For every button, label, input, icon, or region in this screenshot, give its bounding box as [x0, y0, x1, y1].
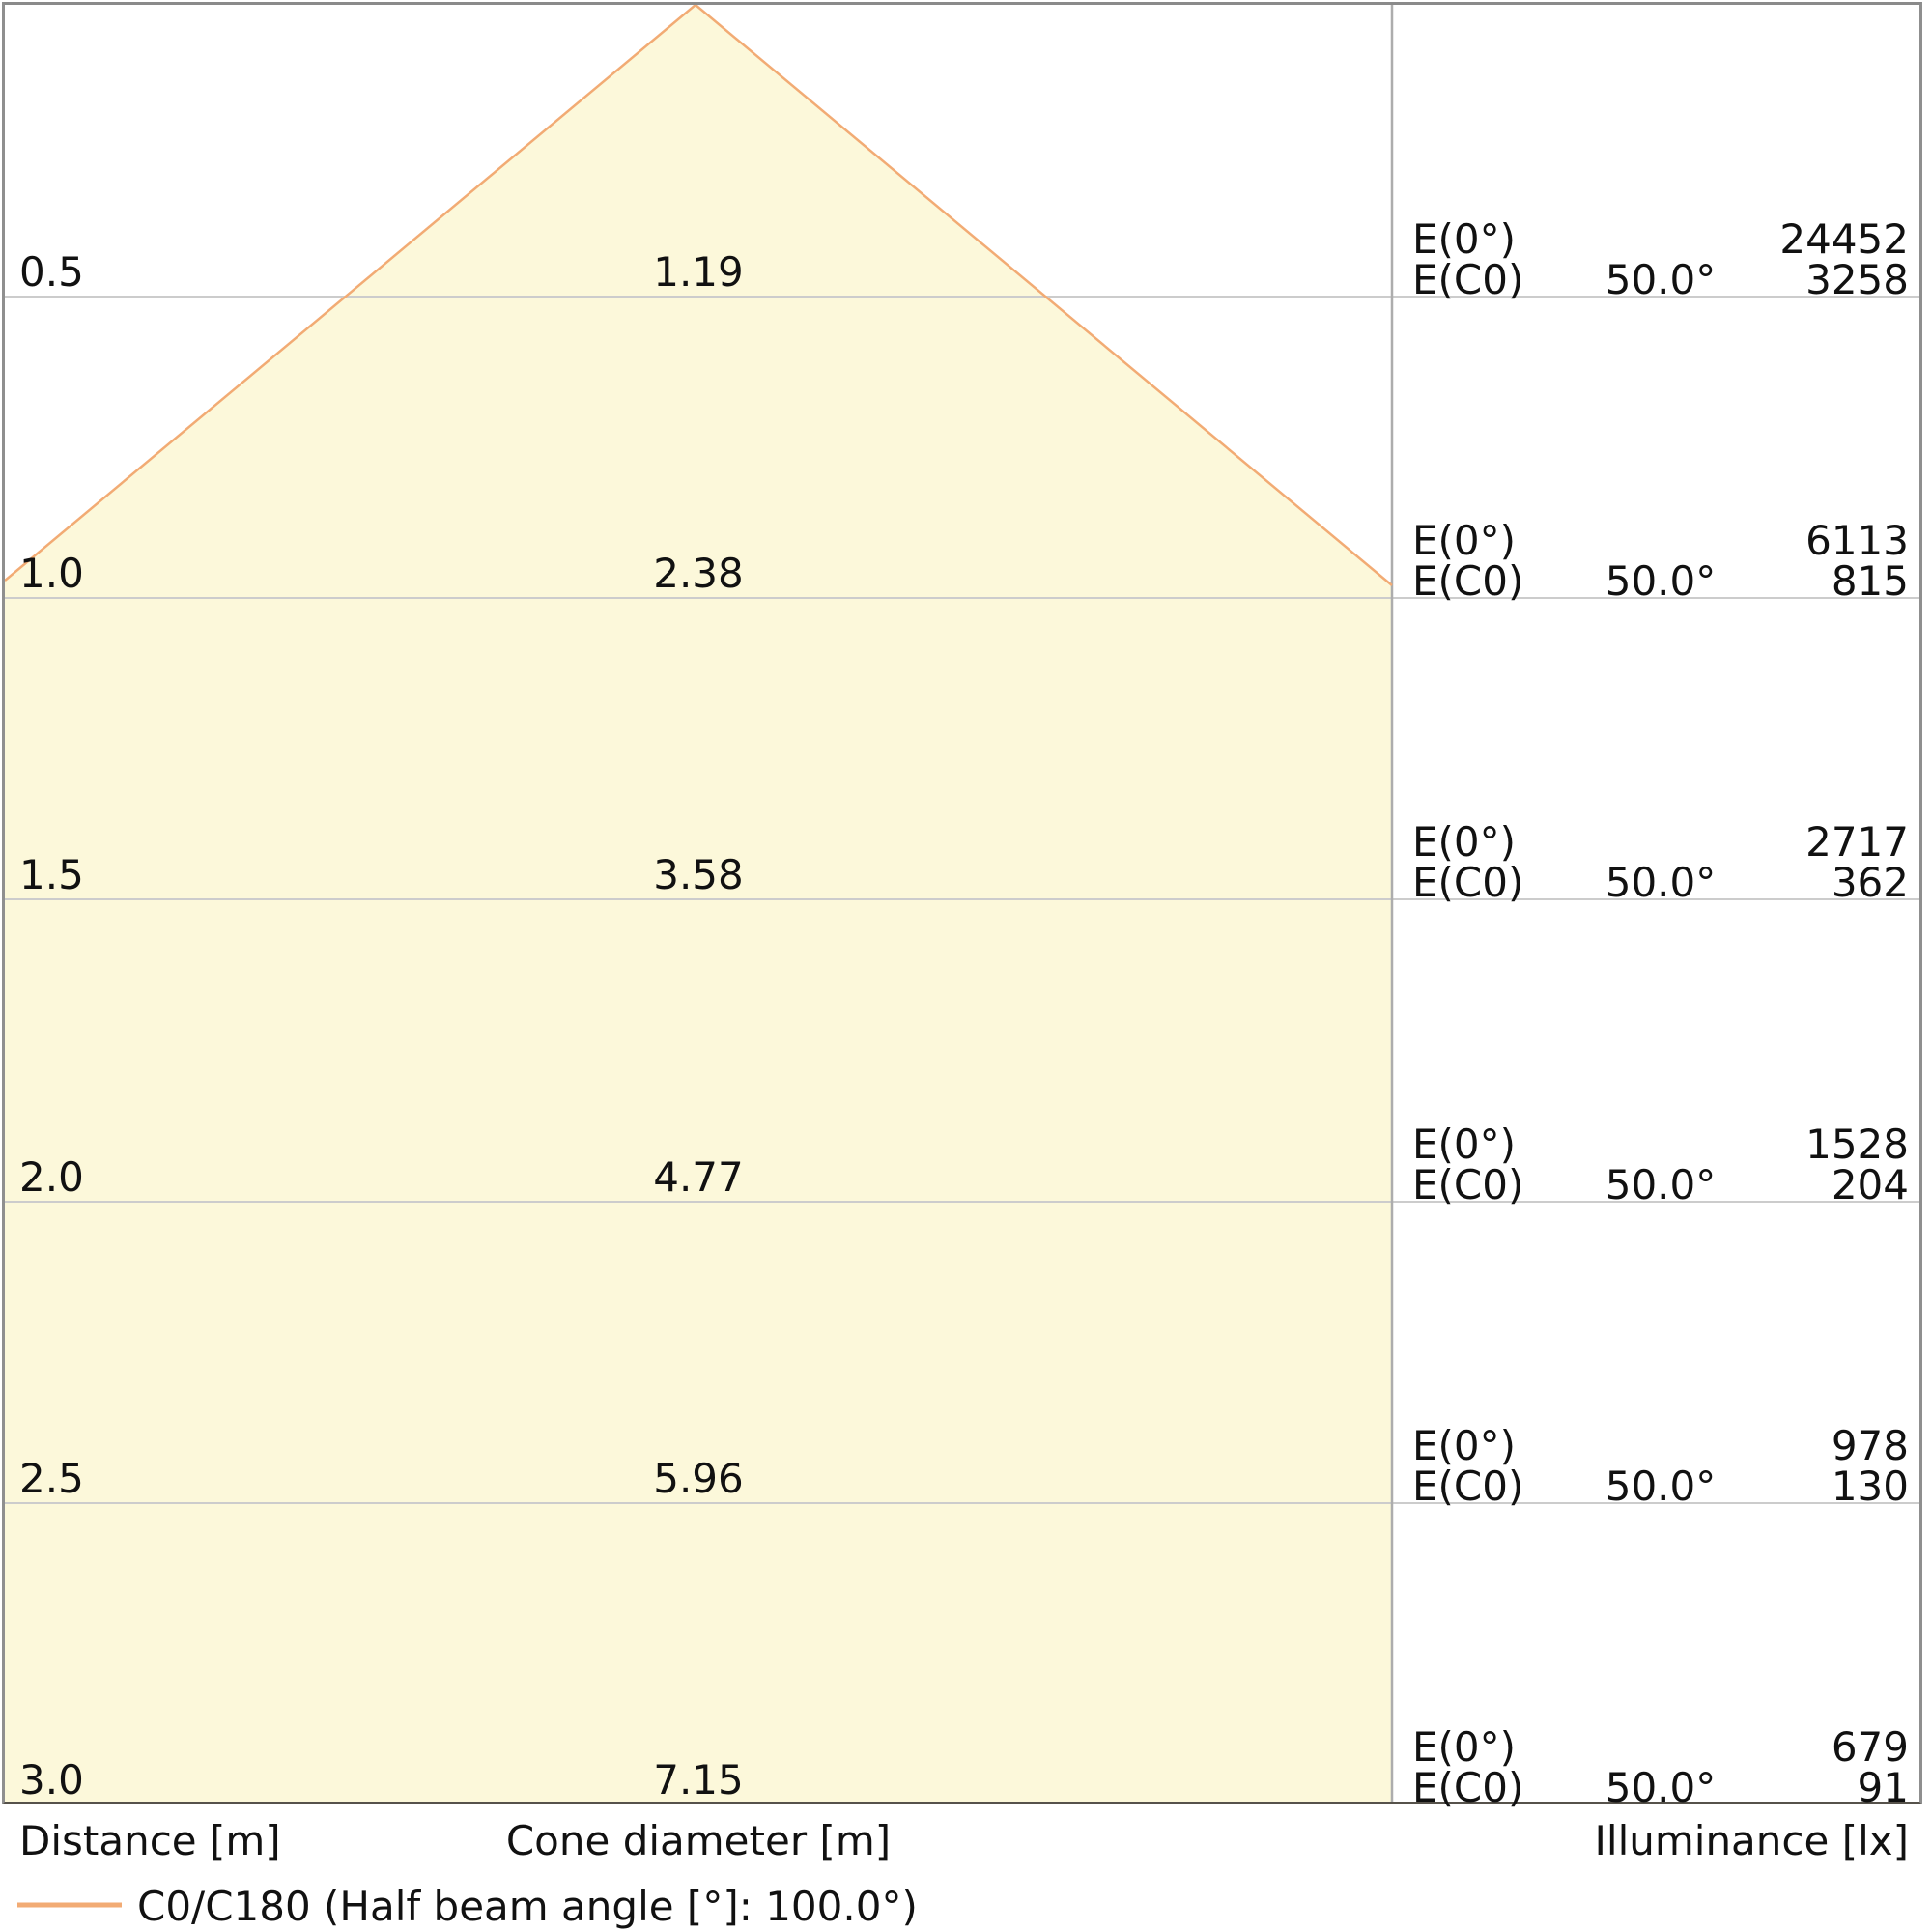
distance-axis-label: Distance [m] [19, 1817, 281, 1864]
beam-angle-value: 50.0° [1605, 859, 1717, 906]
ec0-label: E(C0) [1412, 1764, 1524, 1811]
beam-angle-value: 50.0° [1605, 1764, 1717, 1811]
e0-value: 679 [1831, 1723, 1909, 1771]
illuminance-axis-label: Illuminance [lx] [1594, 1817, 1909, 1864]
ec0-label: E(C0) [1412, 859, 1524, 906]
illuminance-row: E(0°) 978 E(C0) 50.0° 130 [1412, 1426, 1909, 1507]
distance-label: 0.5 [19, 248, 84, 296]
illuminance-row: E(0°) 24452 E(C0) 50.0° 3258 [1412, 219, 1909, 300]
plot-area [2, 2, 1922, 1804]
e0-value: 6113 [1805, 517, 1909, 564]
ec0-value: 815 [1831, 557, 1909, 605]
beam-angle-value: 50.0° [1605, 256, 1717, 303]
cone-diameter-value: 1.19 [653, 248, 744, 296]
e0-label: E(0°) [1412, 1422, 1517, 1469]
e0-label: E(0°) [1412, 517, 1517, 564]
legend-label: C0/C180 (Half beam angle [°]: 100.0°) [137, 1883, 918, 1930]
illuminance-row: E(0°) 6113 E(C0) 50.0° 815 [1412, 521, 1909, 602]
ec0-value: 362 [1831, 859, 1909, 906]
ec0-label: E(C0) [1412, 557, 1524, 605]
beam-edge-left [5, 5, 696, 582]
beam-edge-right [695, 5, 1393, 586]
beam-angle-value: 50.0° [1605, 1463, 1717, 1510]
distance-label: 3.0 [19, 1756, 84, 1804]
cone-diameter-value: 4.77 [653, 1153, 744, 1201]
e0-label: E(0°) [1412, 215, 1517, 263]
cone-diameter-value: 5.96 [653, 1455, 744, 1502]
e0-value: 1528 [1805, 1121, 1909, 1168]
cone-diameter-axis-label: Cone diameter [m] [505, 1817, 892, 1864]
ec0-value: 204 [1831, 1161, 1909, 1208]
e0-label: E(0°) [1412, 1121, 1517, 1168]
ec0-label: E(C0) [1412, 1161, 1524, 1208]
illuminance-row: E(0°) 1528 E(C0) 50.0° 204 [1412, 1124, 1909, 1206]
light-cone-fill [5, 5, 1392, 1802]
beam-angle-value: 50.0° [1605, 557, 1717, 605]
ec0-label: E(C0) [1412, 256, 1524, 303]
e0-value: 978 [1831, 1422, 1909, 1469]
beam-angle-value: 50.0° [1605, 1161, 1717, 1208]
e0-label: E(0°) [1412, 1723, 1517, 1771]
illuminance-row: E(0°) 2717 E(C0) 50.0° 362 [1412, 822, 1909, 903]
cone-plot-svg [5, 5, 1919, 1802]
cone-diameter-value: 7.15 [653, 1756, 744, 1804]
e0-value: 24452 [1779, 215, 1909, 263]
e0-label: E(0°) [1412, 818, 1517, 866]
distance-label: 2.0 [19, 1153, 84, 1201]
legend-line-swatch [17, 1902, 122, 1908]
e0-value: 2717 [1805, 818, 1909, 866]
ec0-value: 91 [1857, 1764, 1909, 1811]
cone-diameter-value: 2.38 [653, 550, 744, 597]
ec0-label: E(C0) [1412, 1463, 1524, 1510]
distance-label: 1.0 [19, 550, 84, 597]
distance-label: 2.5 [19, 1455, 84, 1502]
cone-diameter-value: 3.58 [653, 851, 744, 898]
ec0-value: 130 [1831, 1463, 1909, 1510]
illuminance-row: E(0°) 679 E(C0) 50.0° 91 [1412, 1727, 1909, 1808]
ec0-value: 3258 [1805, 256, 1909, 303]
distance-label: 1.5 [19, 851, 84, 898]
